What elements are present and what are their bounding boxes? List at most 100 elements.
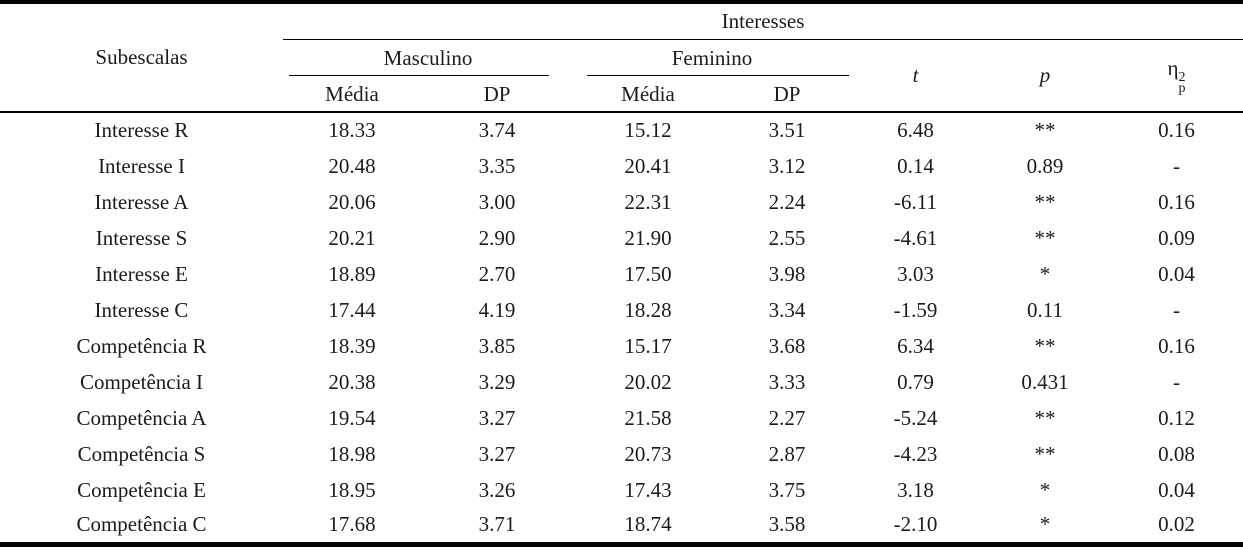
table-row: Interesse S 20.21 2.90 21.90 2.55 -4.61 … bbox=[0, 220, 1243, 256]
subscale-label: Competência E bbox=[77, 477, 206, 502]
stat-header-p: p bbox=[980, 39, 1110, 113]
group-header-masculino: Masculino bbox=[283, 39, 573, 77]
eta-superscript: 2 bbox=[1178, 70, 1186, 86]
subscale-label: Interesse I bbox=[98, 153, 185, 178]
p-cell: ** bbox=[1034, 333, 1056, 358]
fem-dp-cell: 2.27 bbox=[768, 405, 806, 430]
p-cell: 0.89 bbox=[1026, 153, 1064, 178]
eta-cell: 0.04 bbox=[1158, 477, 1195, 502]
t-cell: -6.11 bbox=[894, 189, 937, 214]
table-row: Interesse I 20.48 3.35 20.41 3.12 0.14 0… bbox=[0, 148, 1243, 184]
eta-cell: 0.04 bbox=[1158, 261, 1195, 286]
p-cell: ** bbox=[1034, 441, 1056, 466]
subheader-media-masc: Média bbox=[283, 77, 421, 113]
eta-cell: 0.09 bbox=[1158, 225, 1195, 250]
subscale-label: Competência A bbox=[76, 405, 207, 430]
eta-symbol: η bbox=[1167, 56, 1179, 81]
p-cell: ** bbox=[1034, 405, 1056, 430]
masc-dp-cell: 3.27 bbox=[478, 441, 516, 466]
fem-dp-cell: 3.58 bbox=[723, 508, 851, 547]
fem-media-cell: 20.02 bbox=[624, 369, 672, 394]
fem-media-cell: 20.41 bbox=[624, 153, 672, 178]
group-rule-masculino bbox=[289, 74, 549, 76]
table-row: Interesse E 18.89 2.70 17.50 3.98 3.03 *… bbox=[0, 256, 1243, 292]
masc-dp-cell: 2.90 bbox=[478, 225, 516, 250]
t-cell: 0.79 bbox=[897, 369, 934, 394]
fem-dp-cell: 3.33 bbox=[768, 369, 806, 394]
eta-subscript: p bbox=[1178, 81, 1186, 97]
fem-media-cell: 17.43 bbox=[624, 477, 672, 502]
masc-media-cell: 20.06 bbox=[328, 189, 376, 214]
masc-dp-cell: 3.35 bbox=[478, 153, 516, 178]
fem-dp-cell: 3.98 bbox=[768, 261, 806, 286]
t-cell: -4.61 bbox=[893, 225, 938, 250]
t-cell: 3.18 bbox=[897, 477, 934, 502]
group-label-masculino: Masculino bbox=[383, 45, 473, 70]
p-cell: 0.431 bbox=[1021, 369, 1069, 394]
fem-dp-cell: 2.24 bbox=[768, 189, 806, 214]
table-row: Interesse A 20.06 3.00 22.31 2.24 -6.11 … bbox=[0, 184, 1243, 220]
masc-media-cell: 17.68 bbox=[283, 508, 421, 547]
masc-media-cell: 18.95 bbox=[328, 477, 376, 502]
subscale-label: Interesse C bbox=[94, 297, 189, 322]
fem-dp-cell: 3.34 bbox=[768, 297, 806, 322]
fem-media-cell: 18.28 bbox=[624, 297, 672, 322]
subscale-label: Interesse E bbox=[95, 261, 188, 286]
subheader-media-fem: Média bbox=[573, 77, 723, 113]
table-row: Competência R 18.39 3.85 15.17 3.68 6.34… bbox=[0, 328, 1243, 364]
t-cell: 0.14 bbox=[897, 153, 934, 178]
table-row: Competência I 20.38 3.29 20.02 3.33 0.79… bbox=[0, 364, 1243, 400]
subscale-label: Competência R bbox=[76, 333, 207, 358]
masc-dp-cell: 3.71 bbox=[421, 508, 573, 547]
subscale-label: Interesse R bbox=[94, 118, 189, 142]
stat-header-t: t bbox=[851, 39, 980, 113]
masc-media-cell: 20.21 bbox=[328, 225, 376, 250]
subscale-label: Interesse A bbox=[94, 189, 189, 214]
masc-media-cell: 20.48 bbox=[328, 153, 376, 178]
fem-media-cell: 21.58 bbox=[624, 405, 672, 430]
p-cell: * bbox=[1039, 477, 1051, 502]
eta-cell: - bbox=[1173, 369, 1180, 394]
table-body: Interesse R 18.33 3.74 15.12 3.51 6.48 *… bbox=[0, 112, 1243, 547]
masc-media-cell: 17.44 bbox=[328, 297, 376, 322]
eta-cell: 0.12 bbox=[1158, 405, 1195, 430]
masc-media-cell: 19.54 bbox=[328, 405, 376, 430]
eta-cell: 0.16 bbox=[1158, 189, 1195, 214]
masc-media-cell: 18.98 bbox=[328, 441, 376, 466]
fem-media-cell: 18.74 bbox=[573, 508, 723, 547]
masc-dp-cell: 3.85 bbox=[478, 333, 516, 358]
fem-media-cell: 20.73 bbox=[624, 441, 672, 466]
p-cell: ** bbox=[1034, 225, 1056, 250]
table-row: Interesse R 18.33 3.74 15.12 3.51 6.48 *… bbox=[0, 112, 1243, 148]
masc-media-cell: 18.39 bbox=[328, 333, 376, 358]
table-row: Competência A 19.54 3.27 21.58 2.27 -5.2… bbox=[0, 400, 1243, 436]
col-group-interesses: Interesses bbox=[283, 0, 1243, 40]
masc-dp-cell: 3.74 bbox=[478, 118, 516, 142]
t-cell: 6.34 bbox=[897, 333, 934, 358]
masc-dp-cell: 2.70 bbox=[478, 261, 516, 286]
header-row-substats: Média DP Média DP bbox=[0, 77, 1243, 113]
table-row: Interesse C 17.44 4.19 18.28 3.34 -1.59 … bbox=[0, 292, 1243, 328]
p-cell: ** bbox=[1034, 189, 1056, 214]
eta-cell: 0.16 bbox=[1158, 333, 1195, 358]
t-cell: -2.10 bbox=[851, 508, 980, 547]
row-header-subescalas: Subescalas bbox=[0, 0, 283, 113]
masc-media-cell: 18.89 bbox=[328, 261, 376, 286]
group-rule-feminino bbox=[587, 74, 849, 76]
group-header-feminino: Feminino bbox=[573, 39, 851, 77]
masc-dp-cell: 4.19 bbox=[478, 297, 516, 322]
fem-dp-cell: 2.87 bbox=[768, 441, 806, 466]
fem-dp-cell: 2.55 bbox=[768, 225, 806, 250]
masc-dp-cell: 3.29 bbox=[478, 369, 516, 394]
subscale-label: Competência I bbox=[79, 369, 204, 394]
p-cell: 0.11 bbox=[1027, 297, 1063, 322]
p-cell: * bbox=[1039, 261, 1051, 286]
t-cell: -5.24 bbox=[893, 405, 938, 430]
fem-dp-cell: 3.75 bbox=[768, 477, 806, 502]
table-row: Competência E 18.95 3.26 17.43 3.75 3.18… bbox=[0, 472, 1243, 508]
col-group-label: Interesses bbox=[721, 8, 805, 33]
header-row-spanner: Subescalas Interesses bbox=[0, 0, 1243, 113]
fem-media-cell: 15.12 bbox=[624, 118, 672, 142]
